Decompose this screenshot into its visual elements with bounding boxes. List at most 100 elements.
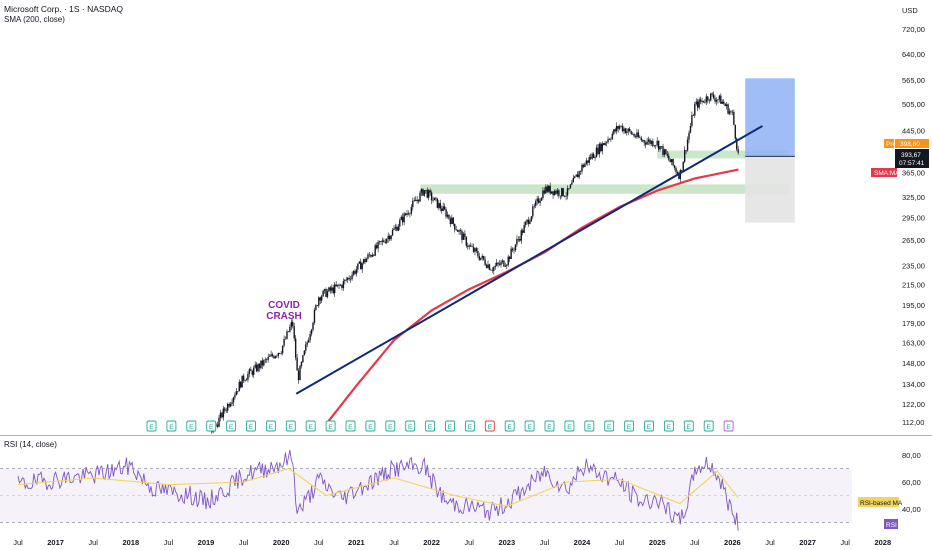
candle-body xyxy=(407,213,410,215)
earnings-marker[interactable] xyxy=(425,420,436,432)
earnings-marker-label: E xyxy=(209,424,214,431)
rsi-ma-line[interactable] xyxy=(17,467,739,507)
candle-body xyxy=(494,265,496,268)
earnings-marker[interactable] xyxy=(464,420,475,432)
earnings-marker[interactable] xyxy=(445,420,455,432)
price-tick-label: 445,00 xyxy=(902,127,925,136)
target-zone[interactable] xyxy=(745,78,795,157)
rsi-legend[interactable]: RSI (14, close) xyxy=(4,440,57,449)
candle-body xyxy=(657,140,660,150)
earnings-marker[interactable] xyxy=(325,420,336,432)
earnings-marker[interactable] xyxy=(524,420,535,432)
candle-body xyxy=(491,270,494,271)
earnings-marker[interactable] xyxy=(285,420,296,432)
earnings-marker[interactable] xyxy=(365,420,376,432)
price-tick-label: 265,00 xyxy=(902,236,925,245)
earnings-marker[interactable] xyxy=(484,420,495,432)
earnings-marker[interactable] xyxy=(544,420,555,432)
chart-title: Microsoft Corp. · 1S · NASDAQ xyxy=(4,4,124,14)
candle-body xyxy=(736,138,738,150)
candle-body xyxy=(469,245,472,247)
earnings-marker[interactable] xyxy=(604,420,615,432)
candle-body xyxy=(445,209,447,217)
earnings-marker[interactable] xyxy=(265,420,276,432)
trendline[interactable] xyxy=(295,125,763,395)
earnings-marker[interactable] xyxy=(246,420,256,432)
earnings-marker[interactable] xyxy=(385,420,396,432)
candle-body xyxy=(662,146,664,155)
candle-body xyxy=(714,98,716,102)
candle-body xyxy=(488,264,491,270)
candle-body xyxy=(506,264,508,267)
earnings-marker[interactable] xyxy=(166,420,177,432)
candle-body xyxy=(566,188,569,196)
candle-body xyxy=(610,139,612,140)
earnings-marker[interactable] xyxy=(206,420,217,432)
candle-body xyxy=(704,102,706,103)
earnings-marker[interactable] xyxy=(723,420,734,432)
earnings-marker[interactable] xyxy=(703,420,714,432)
candle-body xyxy=(694,104,696,116)
candle-body xyxy=(276,355,278,357)
candle-body xyxy=(588,157,590,163)
candle-body xyxy=(549,185,551,194)
candle-body xyxy=(688,132,690,140)
candle-body xyxy=(624,128,627,134)
candle-body xyxy=(287,331,290,332)
candle-body xyxy=(724,103,726,107)
earnings-marker[interactable] xyxy=(146,420,157,432)
support-zone[interactable] xyxy=(657,150,789,159)
candle-body xyxy=(342,281,345,289)
candle-body xyxy=(297,370,300,381)
candle-body xyxy=(280,353,282,354)
candle-body xyxy=(237,391,239,392)
candle-body xyxy=(650,140,653,144)
sma-legend[interactable]: SMA (200, close) xyxy=(4,15,65,24)
stop-zone[interactable] xyxy=(745,156,795,223)
candle-body xyxy=(420,189,423,193)
earnings-marker[interactable] xyxy=(663,420,674,432)
candle-body xyxy=(436,198,439,208)
earnings-marker[interactable] xyxy=(624,420,635,432)
candle-body xyxy=(548,185,550,192)
earnings-marker[interactable] xyxy=(564,420,575,432)
earnings-marker[interactable] xyxy=(504,420,515,432)
earnings-marker[interactable] xyxy=(345,420,356,432)
earnings-marker-label: E xyxy=(627,424,632,431)
candle-body xyxy=(461,231,463,240)
support-zone[interactable] xyxy=(420,184,789,194)
candle-body xyxy=(284,338,287,340)
rsi-line[interactable] xyxy=(17,449,739,531)
position-layer xyxy=(745,78,795,223)
rsi-ma-tag-label: RSI-based MA xyxy=(860,500,903,507)
earnings-marker[interactable] xyxy=(644,420,654,432)
earnings-marker-label: E xyxy=(726,424,731,431)
candle-body xyxy=(267,356,269,360)
candle-body xyxy=(723,101,725,104)
candle-body xyxy=(602,143,605,146)
time-tick-label: Jul xyxy=(88,538,98,547)
earnings-marker[interactable] xyxy=(305,420,316,432)
candle-body xyxy=(326,291,329,297)
candle-body xyxy=(401,216,404,223)
earnings-marker[interactable] xyxy=(683,420,694,432)
earnings-marker[interactable] xyxy=(584,420,595,432)
candle-body xyxy=(315,305,317,310)
candle-body xyxy=(349,278,352,280)
candle-body xyxy=(414,200,417,202)
candle-body xyxy=(484,259,486,265)
price-tick-label: 195,00 xyxy=(902,301,925,310)
candle-body xyxy=(669,159,671,163)
candle-body xyxy=(347,277,349,280)
candle-body xyxy=(245,379,248,381)
earnings-marker[interactable] xyxy=(405,420,416,432)
candle-body xyxy=(725,104,728,107)
earnings-marker[interactable] xyxy=(186,420,197,432)
earnings-marker[interactable] xyxy=(226,420,237,432)
candle-body xyxy=(579,171,582,172)
candle-body xyxy=(271,354,274,357)
price-axis: 720,00640,00565,00505,00445,00395,00365,… xyxy=(902,25,925,427)
candle-body xyxy=(524,222,527,226)
rsi-tag-box xyxy=(884,519,898,529)
